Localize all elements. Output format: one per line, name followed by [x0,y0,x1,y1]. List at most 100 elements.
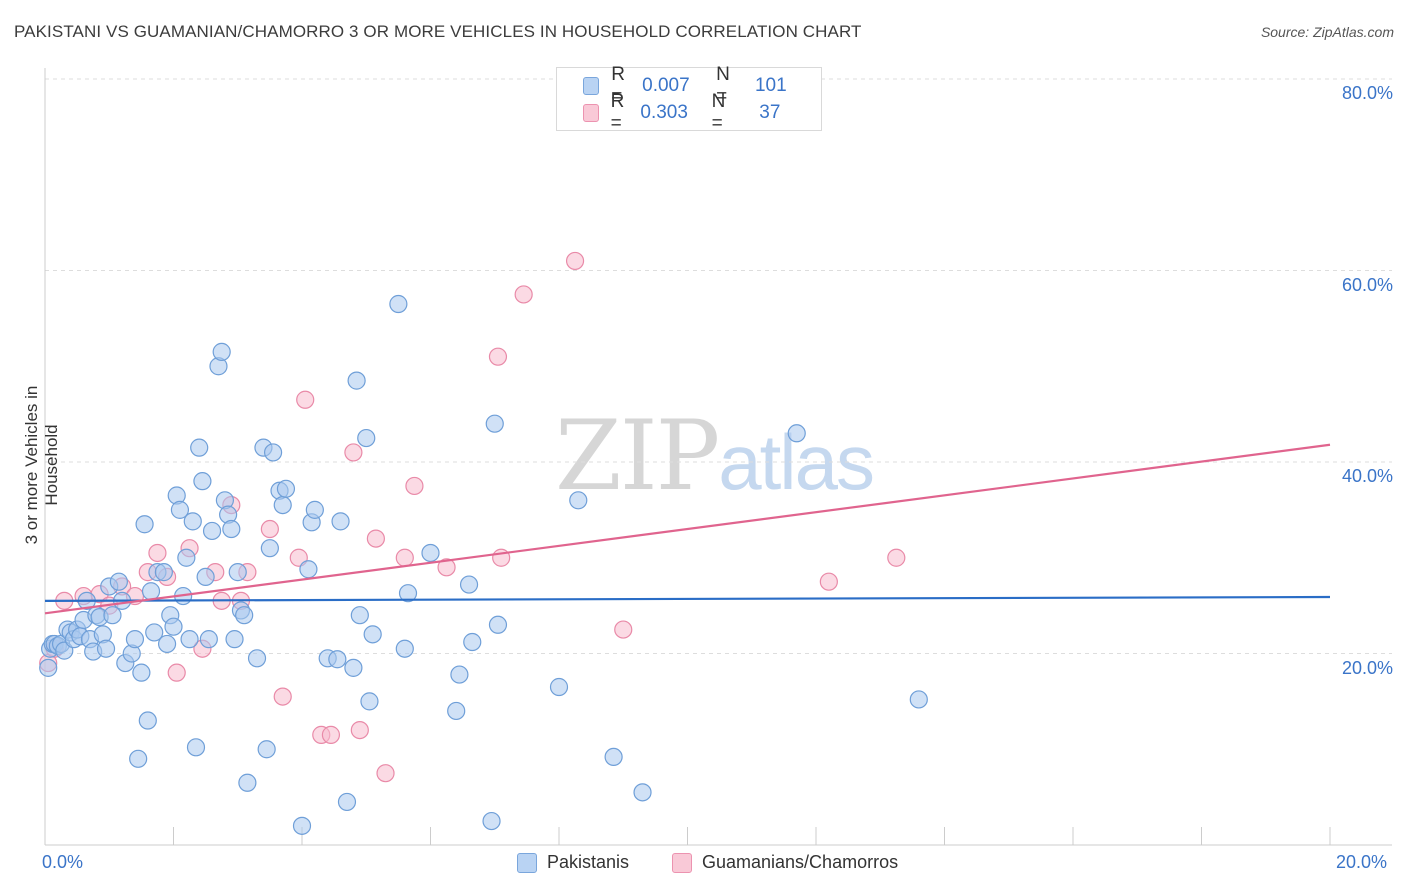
point-pakistani [276,479,296,498]
point-guamanian [405,476,424,496]
point-guamanian [167,663,186,682]
point-pakistani [447,701,466,721]
bottom-legend-swatch-pink [672,852,692,873]
point-pakistani [238,773,257,792]
point-pakistani [125,630,145,649]
point-pakistani [389,294,408,314]
legend-row-pakistanis: R = 0.007 N = 101 [583,64,821,107]
point-pakistani [190,438,209,457]
stats-legend: R = 0.007 N = 101 R = 0.303 N = 37 [556,64,822,134]
point-pakistani [273,495,292,515]
bottom-legend-guamanians: Guamanians/Chamorros [672,852,898,873]
point-pakistani [395,639,414,658]
point-guamanian [260,519,279,539]
point-guamanian [819,572,838,591]
point-guamanian [350,720,369,740]
y-tick-label: 80.0% [1341,83,1393,103]
point-pakistani [909,690,928,709]
point-pakistani [157,634,177,654]
point-pakistani [569,491,588,510]
legend-swatch-pink [583,104,599,122]
point-pakistani [482,811,501,831]
point-pakistani [604,747,623,767]
point-pakistani [145,623,164,642]
point-pakistani [183,512,202,531]
point-pakistani [132,663,151,682]
point-pakistani [263,443,283,462]
point-guamanian [366,529,385,548]
point-pakistani [129,749,148,768]
legend-n-value: 101 [754,75,787,96]
point-pakistani [305,500,324,519]
point-pakistani [247,649,267,668]
legend-row-guamanians: R = 0.303 N = 37 [583,91,822,134]
y-tick-label: 40.0% [1341,466,1393,486]
point-pakistani [360,692,379,711]
point-pakistani [96,639,116,658]
point-pakistani [199,630,218,649]
point-pakistani [39,658,58,677]
points-pakistanis [39,294,928,835]
point-pakistani [177,548,196,567]
point-pakistani [337,792,357,812]
point-pakistani [633,783,652,802]
point-guamanian [614,620,633,639]
point-pakistani [225,630,244,649]
point-pakistani [363,625,382,644]
point-pakistani [398,584,418,603]
chart-title: PAKISTANI VS GUAMANIAN/CHAMORRO 3 OR MOR… [14,22,862,41]
point-pakistani [488,615,508,634]
point-guamanian [488,347,508,366]
legend-r-label: R = [610,91,625,134]
source-label: Source: ZipAtlas.com [1260,24,1394,40]
point-guamanian [321,725,341,744]
point-pakistani [154,563,173,582]
point-pakistani [350,606,369,625]
legend-n-value: 37 [759,102,781,123]
point-pakistani [450,665,469,684]
point-pakistani [459,575,479,594]
legend-n-label: N = [711,91,726,134]
point-guamanian [514,285,533,304]
point-pakistani [787,424,806,443]
point-guamanian [296,390,315,409]
point-pakistani [141,582,161,601]
point-pakistani [186,738,206,757]
point-pakistani [109,572,128,591]
point-pakistani [463,632,482,652]
point-pakistani [202,521,222,541]
point-pakistani [222,519,241,539]
trend-lines [44,443,1331,615]
point-guamanian [344,443,363,462]
trendline-pakistanis [44,595,1331,602]
point-guamanian [887,548,906,567]
point-pakistani [196,567,215,587]
point-pakistani [170,500,190,519]
bottom-legend-pakistanis: Pakistanis [517,852,629,873]
point-guamanian [395,548,414,567]
point-pakistani [164,617,183,636]
point-pakistani [235,606,254,625]
point-pakistani [212,342,231,361]
legend-r-value: 0.007 [642,75,690,96]
point-pakistani [344,658,363,677]
point-pakistani [357,428,376,448]
point-pakistani [299,560,318,579]
axes [44,68,1392,846]
point-guamanian [376,764,395,783]
bottom-legend-label: Pakistanis [547,852,630,872]
legend-r-label: R = [611,64,625,107]
point-pakistani [228,563,247,582]
legend-n-label: N = [716,64,730,107]
point-pakistani [347,371,366,390]
point-guamanian [273,687,292,706]
point-pakistani [180,630,199,649]
y-tick-label: 20.0% [1341,657,1393,678]
point-pakistani [421,543,440,563]
point-guamanian [148,543,167,563]
point-pakistani [257,740,276,759]
x-tick-label-max: 20.0% [1336,852,1388,872]
y-tick-label: 60.0% [1341,274,1393,295]
point-pakistani [135,515,154,534]
